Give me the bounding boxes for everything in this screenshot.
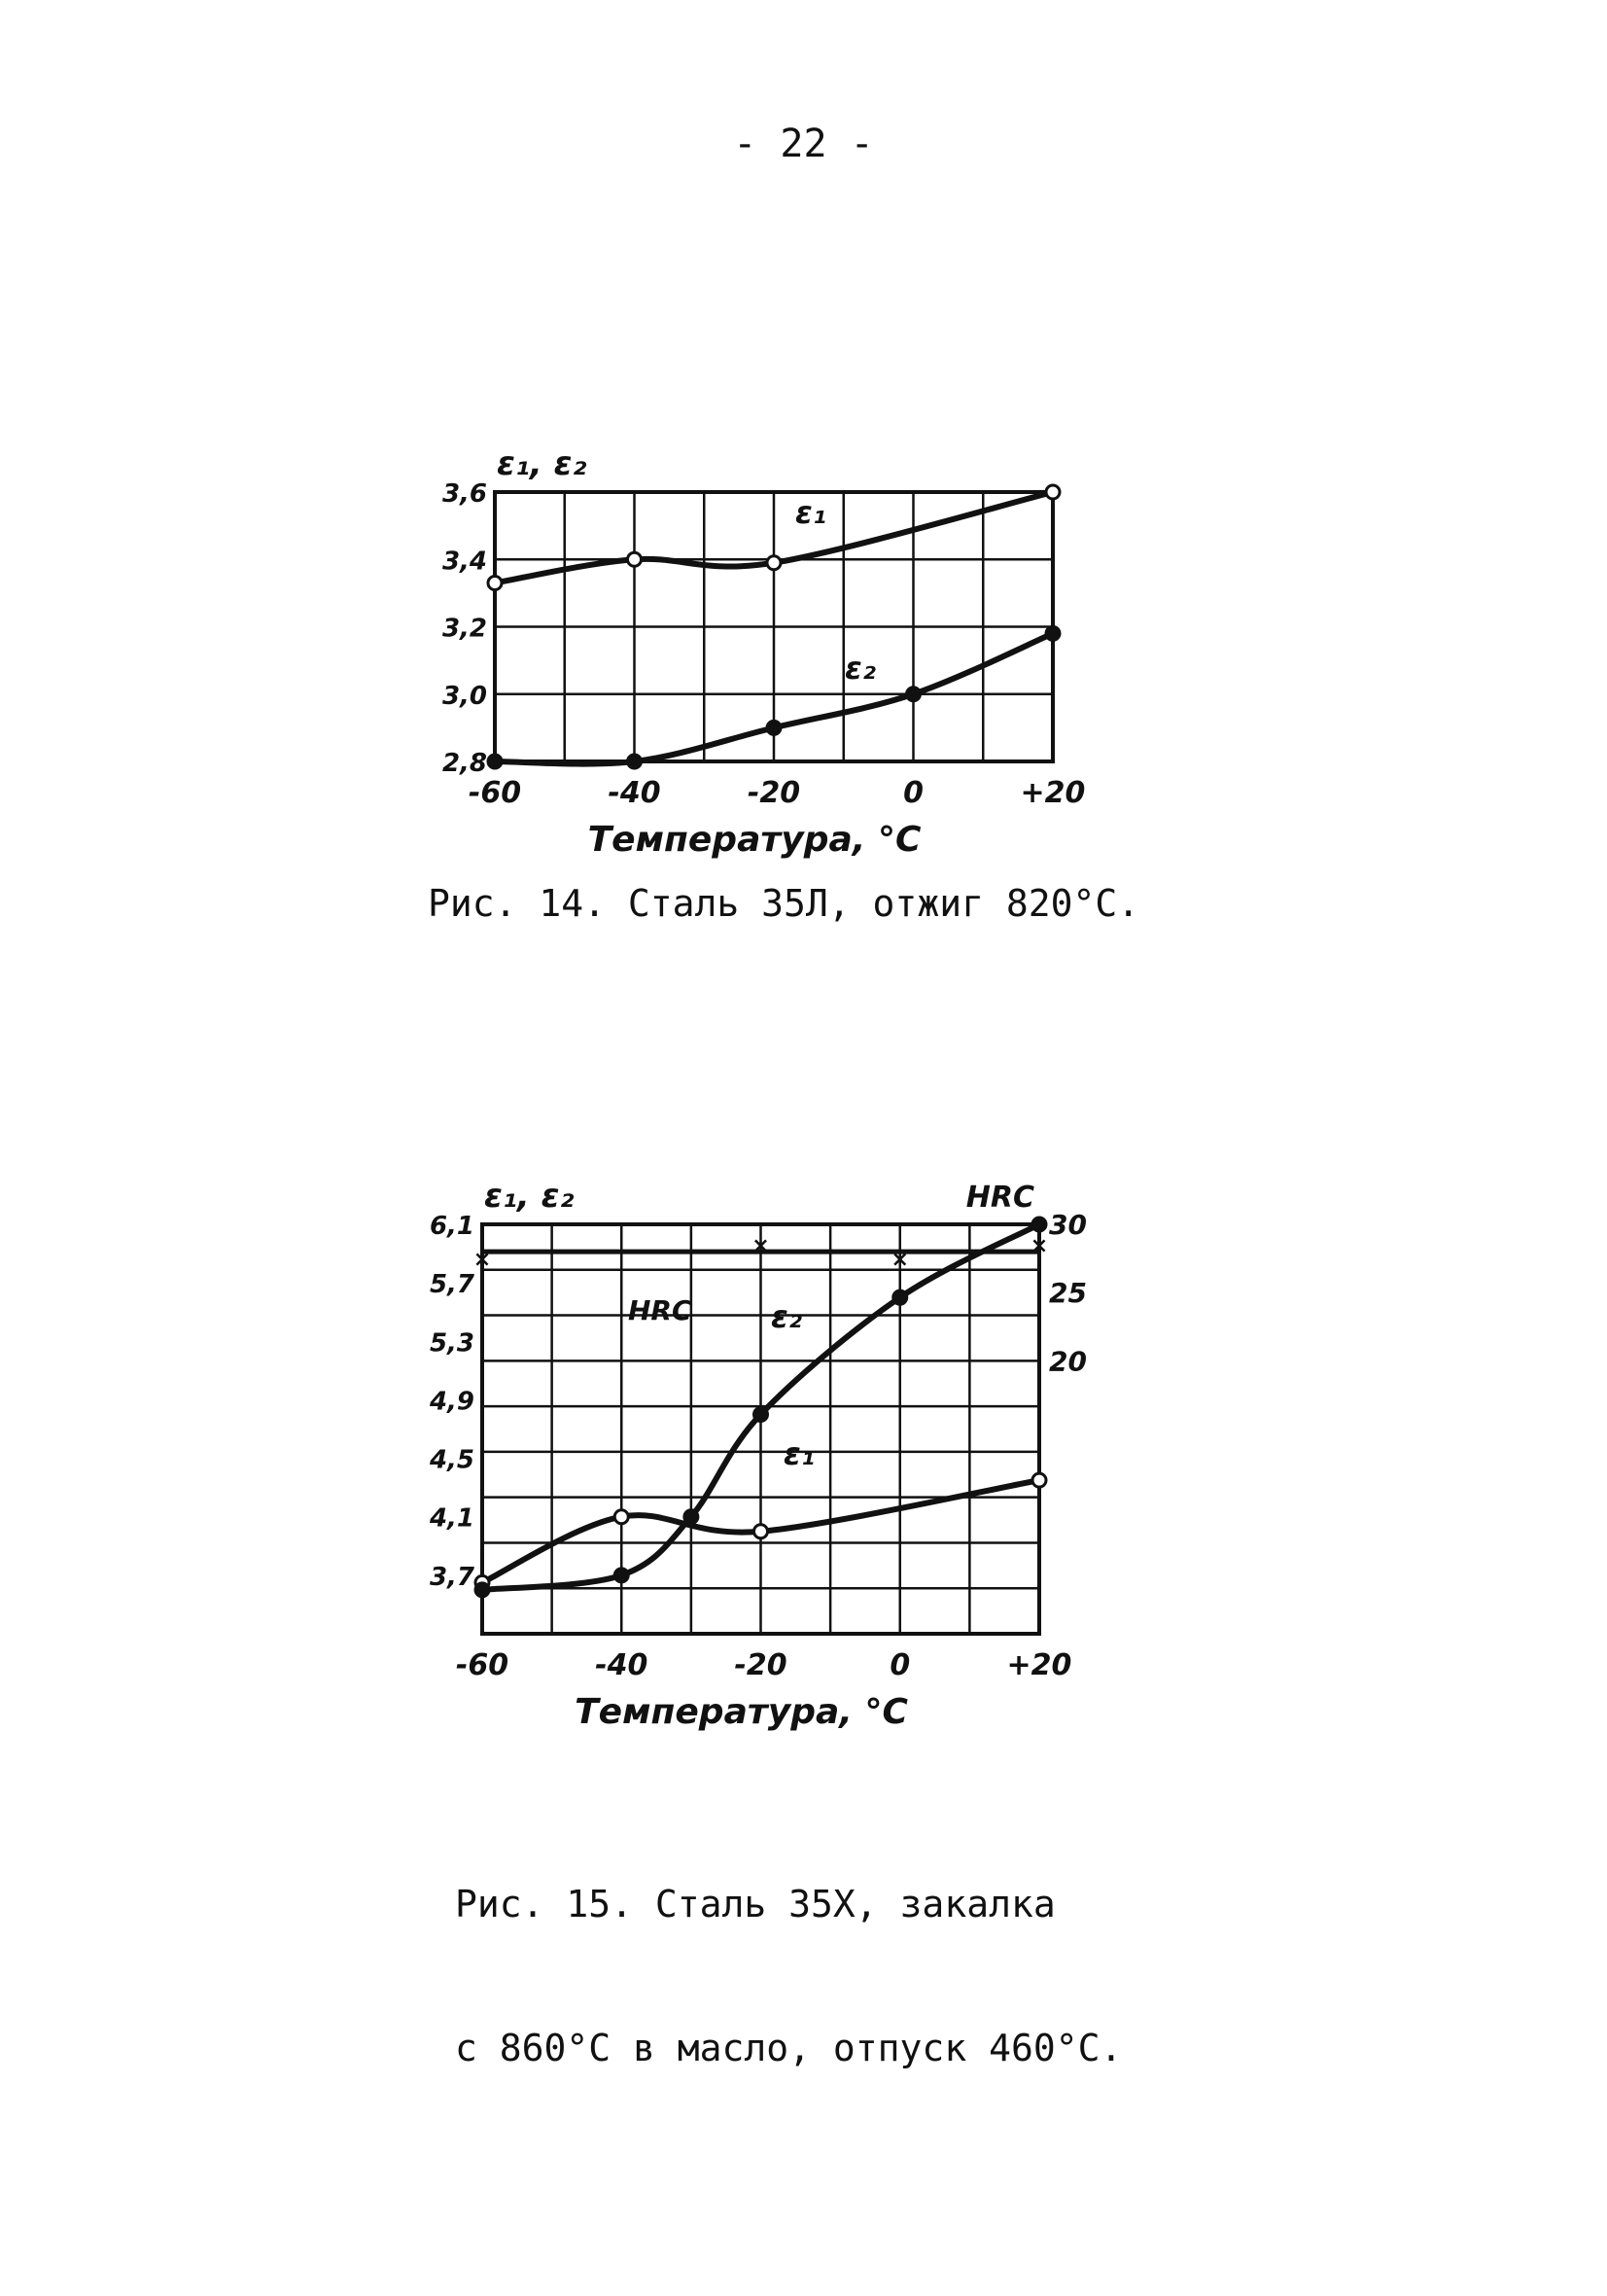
page-number: - 22 -	[733, 122, 874, 166]
y-tick-label: 3,0	[442, 682, 487, 711]
figure-14-caption: Рис. 14. Сталь 35Л, отжиг 820°С.	[428, 882, 1140, 925]
x-tick-label: +20	[1021, 776, 1086, 810]
series-line	[494, 489, 1054, 586]
series-line	[480, 1477, 1040, 1586]
figure-15-caption-line-1: Рис. 15. Сталь 35Х, закалка	[455, 1882, 1056, 1925]
y-right-tick-label: 30	[1049, 1209, 1087, 1241]
x-tick-label: 0	[903, 776, 924, 810]
y-tick-label: 4,5	[429, 1446, 474, 1475]
y-tick-label: 6,1	[430, 1212, 474, 1241]
x-axis-label: Температура, °С	[588, 820, 922, 860]
x-tick-label: -20	[748, 776, 800, 810]
y-right-axis-label: HRC	[966, 1181, 1034, 1215]
data-point	[752, 1405, 769, 1423]
series-label-e1: ε₁	[795, 494, 826, 531]
y-tick-label: 5,7	[430, 1270, 475, 1299]
data-point	[891, 1289, 909, 1306]
figure-15-caption-line-2: с 860°С в масло, отпуск 460°С.	[455, 2026, 1123, 2069]
y-right-tick-label: 20	[1049, 1345, 1087, 1377]
data-point	[612, 1567, 630, 1584]
data-point	[626, 550, 643, 568]
x-tick-label: -40	[595, 1648, 647, 1682]
y-tick-label: 4,1	[429, 1504, 474, 1534]
y-axis-label: ε₁, ε₂	[484, 1177, 574, 1216]
plot-frame	[480, 1222, 1041, 1636]
y-axis-label: ε₁, ε₂	[497, 444, 586, 483]
y-tick-label: 3,4	[442, 547, 487, 576]
data-point	[752, 1523, 769, 1540]
y-tick-label: 2,8	[442, 749, 487, 778]
data-point	[612, 1508, 630, 1526]
series-line	[481, 1221, 1041, 1593]
x-tick-label: 0	[890, 1648, 910, 1682]
data-point	[1031, 1471, 1048, 1489]
data-point	[765, 719, 783, 736]
data-point-hrc: ×	[1031, 1234, 1048, 1258]
y-tick-label: 3,6	[442, 479, 487, 509]
series-label-e2: ε₂	[771, 1298, 802, 1335]
data-point	[486, 574, 504, 591]
figure-15-chart: -60 -40 -20 0 +20 3,7 4,1 4,5 4,9 5,3 5,7 6,1 20 25 30…	[429, 1177, 1087, 1732]
data-point	[1044, 483, 1062, 501]
figure-14-chart: -60 -40 -20 0 +20 2,8 3,0 3,2 3,4 3,6 ε₁, ε₂ Темпер…	[442, 444, 1086, 860]
y-tick-label: 3,2	[442, 615, 487, 644]
data-point-hrc: ×	[891, 1248, 909, 1272]
x-tick-label: +20	[1007, 1648, 1072, 1682]
hrc-line-label: HRC	[628, 1294, 692, 1326]
series-label-e1: ε₁	[784, 1435, 815, 1472]
figure-15-caption: Рис. 15. Сталь 35Х, закалка с 860°С в ма…	[455, 1784, 1122, 2169]
data-point	[682, 1508, 700, 1526]
data-point	[486, 753, 504, 770]
y-tick-label: 5,3	[430, 1328, 474, 1358]
data-point-hrc: ×	[473, 1248, 491, 1272]
x-axis-label: Температура, °С	[575, 1692, 908, 1732]
data-point	[1044, 624, 1062, 642]
x-tick-label: -60	[469, 776, 521, 810]
x-tick-label: -40	[608, 776, 660, 810]
x-tick-label: -20	[734, 1648, 786, 1682]
data-point	[905, 686, 922, 703]
data-point-hrc: ×	[751, 1234, 769, 1258]
data-point	[765, 554, 783, 572]
x-tick-label: -60	[456, 1648, 508, 1682]
series-label-e2: ε₂	[845, 650, 876, 687]
data-point	[1031, 1216, 1048, 1233]
y-tick-label: 3,7	[430, 1563, 475, 1592]
data-point	[473, 1581, 491, 1599]
data-point	[626, 753, 643, 770]
y-tick-label: 4,9	[429, 1387, 474, 1416]
y-right-tick-label: 25	[1049, 1277, 1087, 1309]
